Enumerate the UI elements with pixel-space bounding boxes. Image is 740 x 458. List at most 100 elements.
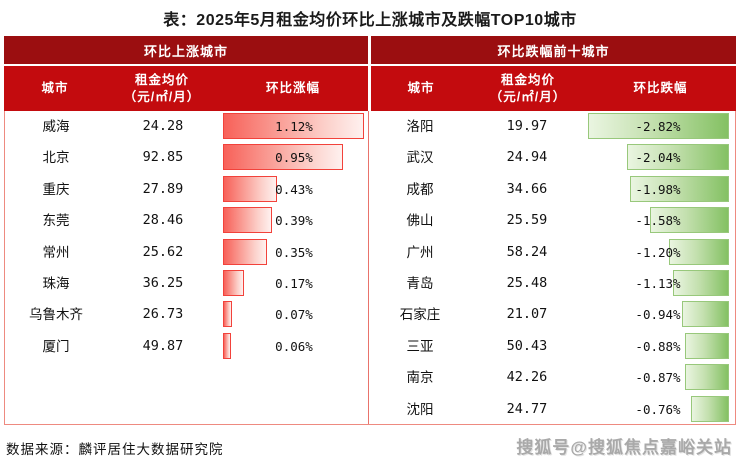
table-vertical-divider <box>368 111 369 424</box>
change-percent-label: 0.06% <box>275 338 313 354</box>
col-header-rent-right-line1: 租金均价 <box>500 72 555 87</box>
change-percent-label: 0.35% <box>275 244 313 260</box>
column-header-band: 城市 租金均价 （元/㎡/月） 环比涨幅 城市 租金均价 （元/㎡/月） 环比跌… <box>4 66 736 111</box>
change-bar-cell: 0.35% <box>223 237 365 268</box>
table-row: 石家庄 21.07 -0.94% <box>369 299 735 330</box>
section-divider <box>368 36 371 64</box>
rent-value-cell: 24.28 <box>142 118 184 134</box>
col-header-change-right: 环比跌幅 <box>633 81 688 96</box>
city-cell: 常州 <box>42 244 70 260</box>
change-bar <box>682 301 729 328</box>
rent-value-cell: 49.87 <box>142 337 184 354</box>
table-row: 北京 92.85 0.95% <box>5 142 368 173</box>
city-cell: 重庆 <box>42 181 70 197</box>
rent-value-cell: 92.85 <box>142 149 184 166</box>
change-percent-label: -0.76% <box>635 401 681 417</box>
col-header-change-left: 环比涨幅 <box>265 81 320 96</box>
city-cell: 厦门 <box>42 338 70 354</box>
change-bar-cell: -1.98% <box>587 174 729 205</box>
change-bar-cell: -1.58% <box>587 205 729 236</box>
col-header-rent-left: 租金均价 （元/㎡/月） <box>106 72 218 106</box>
rent-value-cell: 19.97 <box>506 118 548 134</box>
rent-table: 环比上涨城市 环比跌幅前十城市 城市 租金均价 （元/㎡/月） 环比涨幅 城市 … <box>4 36 736 425</box>
change-bar <box>630 175 729 202</box>
change-percent-label: -2.82% <box>635 119 681 134</box>
table-row: 沈阳 24.77 -0.76% <box>369 394 735 425</box>
change-bar <box>223 113 364 139</box>
change-bar-cell: -1.13% <box>587 268 729 299</box>
table-row: 三亚 50.43 -0.88% <box>369 331 735 362</box>
rent-value-cell: 25.59 <box>506 212 548 229</box>
city-cell: 佛山 <box>406 213 434 229</box>
city-cell: 南京 <box>406 370 434 386</box>
change-bar-cell: -1.20% <box>587 237 729 268</box>
change-bar <box>588 113 729 139</box>
page-title: 表：2025年5月租金均价环比上涨城市及跌幅TOP10城市 <box>163 12 577 29</box>
band-gap <box>4 64 736 66</box>
section-header-band: 环比上涨城市 环比跌幅前十城市 <box>4 36 736 64</box>
change-bar <box>627 144 729 171</box>
table-row: 常州 25.62 0.35% <box>5 237 368 268</box>
change-percent-label: 0.17% <box>275 275 313 291</box>
rent-value-cell: 27.89 <box>142 180 184 197</box>
table-row: 佛山 25.59 -1.58% <box>369 205 735 236</box>
change-bar <box>223 269 244 296</box>
column-headers-left: 城市 租金均价 （元/㎡/月） 环比涨幅 <box>4 66 368 111</box>
change-percent-label: -1.98% <box>635 181 681 197</box>
table-row: 东莞 28.46 0.39% <box>5 205 368 236</box>
change-bar-cell: -0.94% <box>587 299 729 330</box>
rent-value-cell: 24.94 <box>506 149 548 166</box>
change-bar <box>673 269 729 296</box>
change-percent-label: -1.58% <box>635 213 681 229</box>
rent-value-cell: 21.07 <box>506 306 548 323</box>
rent-value-cell: 36.25 <box>142 274 184 291</box>
change-bar <box>691 395 729 422</box>
section-divider <box>368 66 371 111</box>
table-row: 广州 58.24 -1.20% <box>369 237 735 268</box>
change-bar <box>223 144 343 171</box>
change-bar-cell: 0.95% <box>223 142 365 173</box>
change-percent-label: -1.20% <box>635 244 681 260</box>
col-header-rent-right: 租金均价 （元/㎡/月） <box>471 72 585 106</box>
change-percent-label: -0.94% <box>635 307 681 323</box>
change-bar-cell: -0.88% <box>587 331 729 362</box>
change-percent-label: 0.43% <box>275 181 313 197</box>
city-cell: 武汉 <box>406 150 434 166</box>
city-cell: 石家庄 <box>399 307 441 323</box>
col-header-rent-left-line1: 租金均价 <box>134 72 189 87</box>
city-cell: 乌鲁木齐 <box>29 307 83 323</box>
city-cell: 洛阳 <box>406 119 434 134</box>
change-percent-label: -1.13% <box>635 275 681 291</box>
city-cell: 青岛 <box>406 275 434 291</box>
sohu-watermark: 搜狐号@搜狐焦点嘉峪关站 <box>516 438 732 457</box>
city-cell: 三亚 <box>406 338 434 354</box>
change-bar <box>223 207 272 234</box>
col-header-rent-left-line2: （元/㎡/月） <box>123 89 201 104</box>
city-cell: 沈阳 <box>406 401 434 417</box>
column-headers-right: 城市 租金均价 （元/㎡/月） 环比跌幅 <box>371 66 736 111</box>
change-percent-label: -2.04% <box>635 150 681 166</box>
falling-cities-rows: 洛阳 19.97 -2.82% 武汉 24.94 -2.04% 成都 34.66… <box>369 111 735 424</box>
rent-value-cell: 25.62 <box>142 243 184 260</box>
rent-value-cell: 34.66 <box>506 180 548 197</box>
change-bar-cell: -0.87% <box>587 362 729 393</box>
table-row: 武汉 24.94 -2.04% <box>369 142 735 173</box>
rent-value-cell: 26.73 <box>142 306 184 323</box>
city-cell: 成都 <box>406 181 434 197</box>
change-bar <box>650 207 729 234</box>
change-bar <box>685 364 729 391</box>
col-header-city-left: 城市 <box>41 81 69 96</box>
city-cell: 东莞 <box>42 213 70 229</box>
change-bar-cell: -2.04% <box>587 142 729 173</box>
change-percent-label: 0.39% <box>275 213 313 229</box>
table-row: 南京 42.26 -0.87% <box>369 362 735 393</box>
col-header-rent-right-line2: （元/㎡/月） <box>489 89 567 104</box>
city-cell: 北京 <box>42 150 70 166</box>
change-percent-label: 0.95% <box>275 150 313 166</box>
city-cell: 广州 <box>406 244 434 260</box>
table-row: 乌鲁木齐 26.73 0.07% <box>5 299 368 330</box>
change-bar-cell: 0.17% <box>223 268 365 299</box>
change-bar-cell: -0.76% <box>587 394 729 425</box>
change-bar-cell: 1.12% <box>223 111 365 142</box>
